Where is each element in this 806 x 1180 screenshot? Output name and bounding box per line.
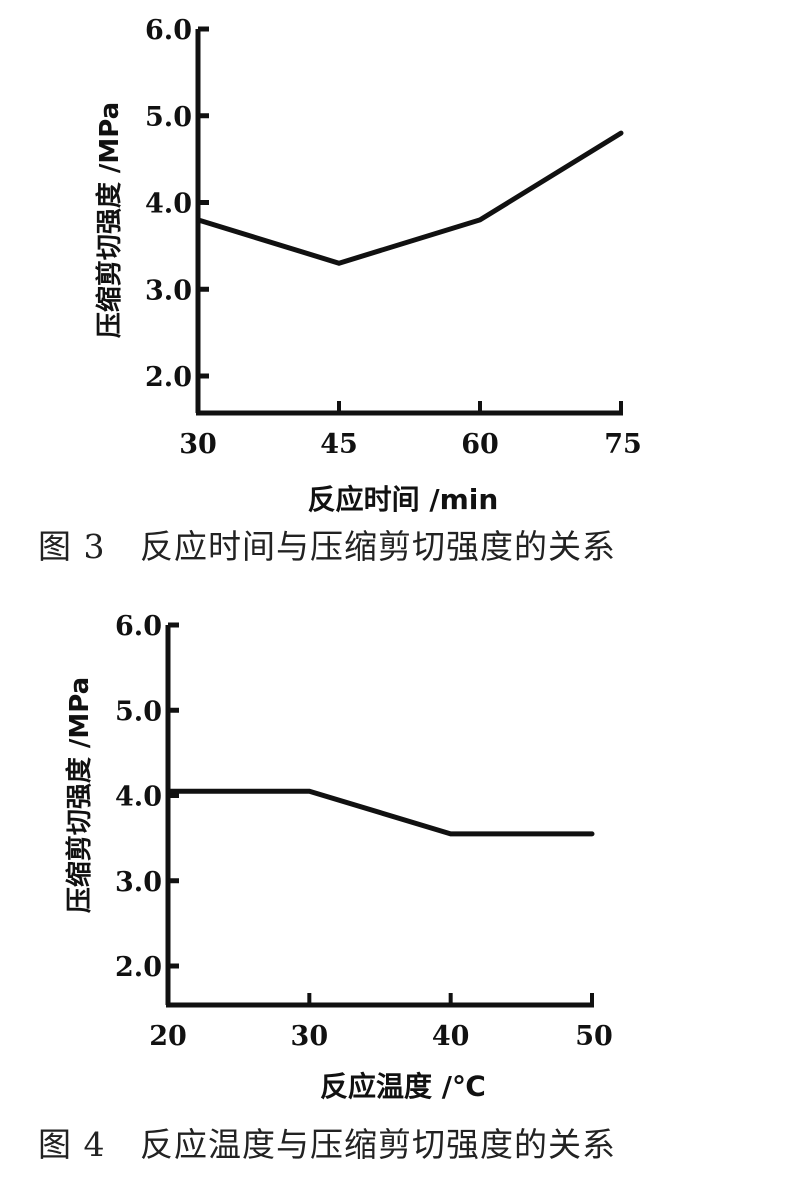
x-tick-label: 30 [291, 1021, 329, 1052]
y-tick-label: 2.0 [115, 952, 162, 983]
x-axis-label: 反应时间 /min [307, 483, 499, 516]
y-axis-label: 压缩剪切强度 /MPa [64, 677, 95, 913]
chart-reaction-temperature: 2.0 3.0 4.0 5.0 6.0 20 30 40 50 压缩剪切强度 /MPa [64, 611, 613, 1052]
x-tick-label: 20 [149, 1021, 187, 1052]
x-tick-label: 45 [320, 429, 358, 460]
y-tick-label: 5.0 [115, 696, 162, 727]
y-tick-label: 3.0 [145, 275, 192, 306]
chart-reaction-time: 2.0 3.0 4.0 5.0 6.0 30 45 60 75 压缩剪切强度 /MPa [94, 15, 642, 460]
x-tick-label: 60 [461, 429, 499, 460]
x-axis-label: 反应温度 /℃ [320, 1070, 486, 1103]
y-axis-label: 压缩剪切强度 /MPa [94, 102, 125, 338]
y-tick-label: 5.0 [145, 102, 192, 133]
y-tick-label: 3.0 [115, 867, 162, 898]
y-tick-label: 6.0 [115, 611, 162, 642]
y-tick-label: 2.0 [145, 362, 192, 393]
data-line [195, 130, 624, 266]
x-tick-label: 30 [179, 429, 217, 460]
y-tick-label: 4.0 [145, 189, 192, 220]
x-tick-label: 40 [432, 1021, 470, 1052]
x-tick-label: 50 [575, 1021, 613, 1052]
x-tick-label: 75 [604, 429, 642, 460]
y-tick-label: 6.0 [145, 15, 192, 46]
y-tick-label: 4.0 [115, 782, 162, 813]
data-line [165, 788, 595, 837]
figure-3: 2.0 3.0 4.0 5.0 6.0 30 45 60 75 压缩剪切强度 /MPa 反应时间 … [0, 0, 806, 580]
figure-caption: 图 3 反应时间与压缩剪切强度的关系 [38, 527, 616, 566]
figure-caption: 图 4 反应温度与压缩剪切强度的关系 [38, 1125, 616, 1164]
